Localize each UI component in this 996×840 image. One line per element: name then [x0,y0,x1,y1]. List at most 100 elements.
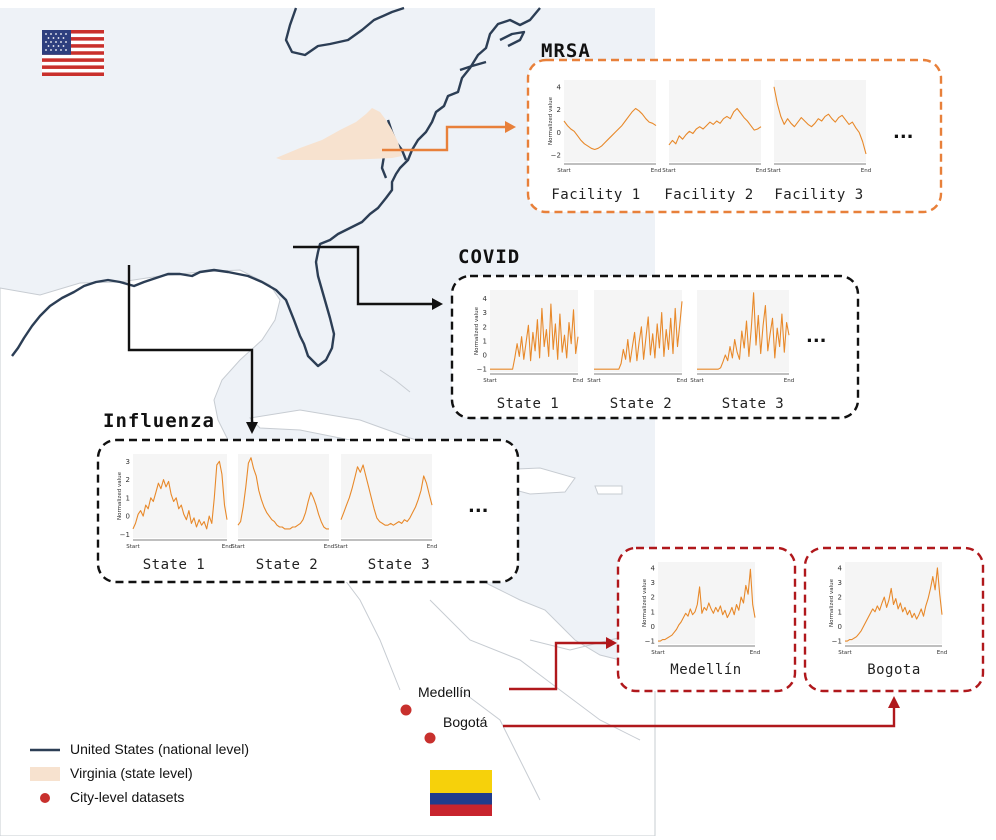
influenza-chart-1-bg [133,454,227,538]
mrsa-chart-1-y-tick: 0 [557,129,561,137]
covid-chart-1-y-tick: −1 [477,366,487,374]
medellin-chart: 4 3 2 1 0 −1 Normalized value Start End [642,562,760,656]
bogota-chart-series-line [845,567,943,642]
mrsa-arrow [382,125,508,152]
influenza-chart-3-series-line [340,464,433,526]
medellin-chart-y-tick: 1 [651,608,655,616]
mrsa-chart-1-y-label: Normalized value [548,96,554,145]
medellin-chart-y-label: Normalized value [642,578,648,627]
mrsa-chart-2-bg [669,80,761,162]
mrsa-panel-label-2: Facility 2 [664,187,754,203]
mrsa-chart-1-x-start: Start [557,168,571,174]
covid-chart-2-series-line [594,301,683,370]
covid-chart-3-bg [697,290,789,372]
covid-chart-3-x-start: Start [690,378,704,384]
legend-city-label: City-level datasets [70,789,185,805]
puerto-rico-island [594,485,623,495]
bogota-chart-y-tick: −1 [832,638,842,646]
covid-more-indicator: ... [806,326,827,347]
bogota-chart-y-tick: 2 [838,594,842,602]
bogota-chart-x-end: End [937,650,947,656]
covid-chart-3-x-end: End [784,378,794,384]
mrsa-chart-2-series-line [668,107,762,146]
covid-chart-2-x-end: End [677,378,687,384]
covid-chart-1-y-tick: 4 [483,295,488,303]
covid-chart-2: Start End [587,290,687,384]
influenza-chart-1-y-tick: 2 [126,476,130,484]
bogota-chart-y-label: Normalized value [829,578,835,627]
covid-chart-1-y-tick: 3 [483,309,487,317]
medellin-chart-y-tick: 2 [651,594,655,602]
mrsa-chart-2-x-start: Start [662,168,676,174]
covid-chart-3: Start End [690,290,794,384]
influenza-more-indicator: ... [468,496,489,517]
mrsa-more-indicator: ... [893,122,914,143]
legend-national-label: United States (national level) [70,741,249,757]
bogota-chart-y-tick: 0 [838,623,842,631]
covid-chart-1-bg [490,290,578,372]
mrsa-panel-label-1: Facility 1 [551,187,641,203]
covid-chart-1-x-end: End [573,378,583,384]
bogota-chart-y-tick: 1 [838,608,842,616]
influenza-chart-2: Start End [231,454,334,550]
medellin-chart-y-tick: 3 [651,579,655,587]
mrsa-chart-1-y-tick: 4 [557,83,562,91]
colombia-flag-icon [430,770,492,816]
covid-arrow [293,245,434,306]
mrsa-chart-1-x-end: End [651,168,661,174]
covid-chart-1-y-tick: 0 [483,352,487,360]
virginia-region [276,108,402,160]
mrsa-chart-3-x-start: Start [767,168,781,174]
influenza-chart-3-bg [341,454,432,538]
medellin-chart-bg [658,562,755,644]
bogota-arrow [503,705,896,728]
covid-panel-label-1: State 1 [496,396,560,412]
influenza-panel-label-3: State 3 [367,557,431,573]
bogota-panel-label: Bogota [867,662,921,678]
mrsa-panel-label-3: Facility 3 [774,187,864,203]
influenza-chart-1-series-line [132,460,228,530]
influenza-chart-3-x-end: End [427,544,437,550]
medellin-panel-label: Medellín [670,662,742,678]
influenza-chart-2-x-end: End [324,544,334,550]
bogota-label: Bogotá [443,714,488,730]
influenza-chart-1-y-tick: 0 [126,513,130,521]
influenza-chart-2-series-line [237,457,329,530]
legend-state-label: Virginia (state level) [70,765,193,781]
mrsa-chart-1: 4 2 0 −2 Normalized value Start End [548,80,661,174]
mrsa-chart-1-y-tick: −2 [551,152,561,160]
covid-chart-1-y-tick: 2 [483,323,487,331]
mrsa-chart-3-x-end: End [861,168,871,174]
influenza-chart-1-y-tick: −1 [120,531,130,539]
influenza-chart-3: Start End [334,454,437,550]
influenza-panel-label-2: State 2 [255,557,319,573]
influenza-chart-3-x-start: Start [334,544,348,550]
influenza-arrow [127,265,254,424]
mrsa-title: MRSA [541,40,591,62]
influenza-chart-1-y-label: Normalized value [117,471,123,520]
covid-chart-1: 4 3 2 1 0 −1 Normalized value Start End [474,290,583,384]
influenza-panel-label-1: State 1 [142,557,206,573]
mrsa-chart-2: Start End [662,80,766,174]
mrsa-chart-2-x-end: End [756,168,766,174]
mrsa-chart-3-series-line [773,86,867,155]
bogota-dot [424,732,436,744]
mrsa-chart-3: Start End [767,80,871,174]
medellin-chart-series-line [658,568,756,642]
bogota-chart: 4 3 2 1 0 −1 Normalized value Start End [829,562,947,656]
connectors [127,121,900,728]
mrsa-chart-1-bg [564,80,656,162]
influenza-chart-2-bg [238,454,329,538]
covid-chart-2-x-start: Start [587,378,601,384]
medellin-label: Medellín [418,684,471,700]
medellin-arrow [509,641,608,691]
influenza-chart-1-y-tick: 1 [126,494,130,502]
mrsa-chart-1-series-line [563,107,657,151]
bogota-chart-y-tick: 3 [838,579,842,587]
legend-symbols [30,748,60,803]
legend-state-swatch [30,767,60,781]
covid-panel-label-2: State 2 [609,396,673,412]
covid-chart-3-series-line [697,292,790,370]
